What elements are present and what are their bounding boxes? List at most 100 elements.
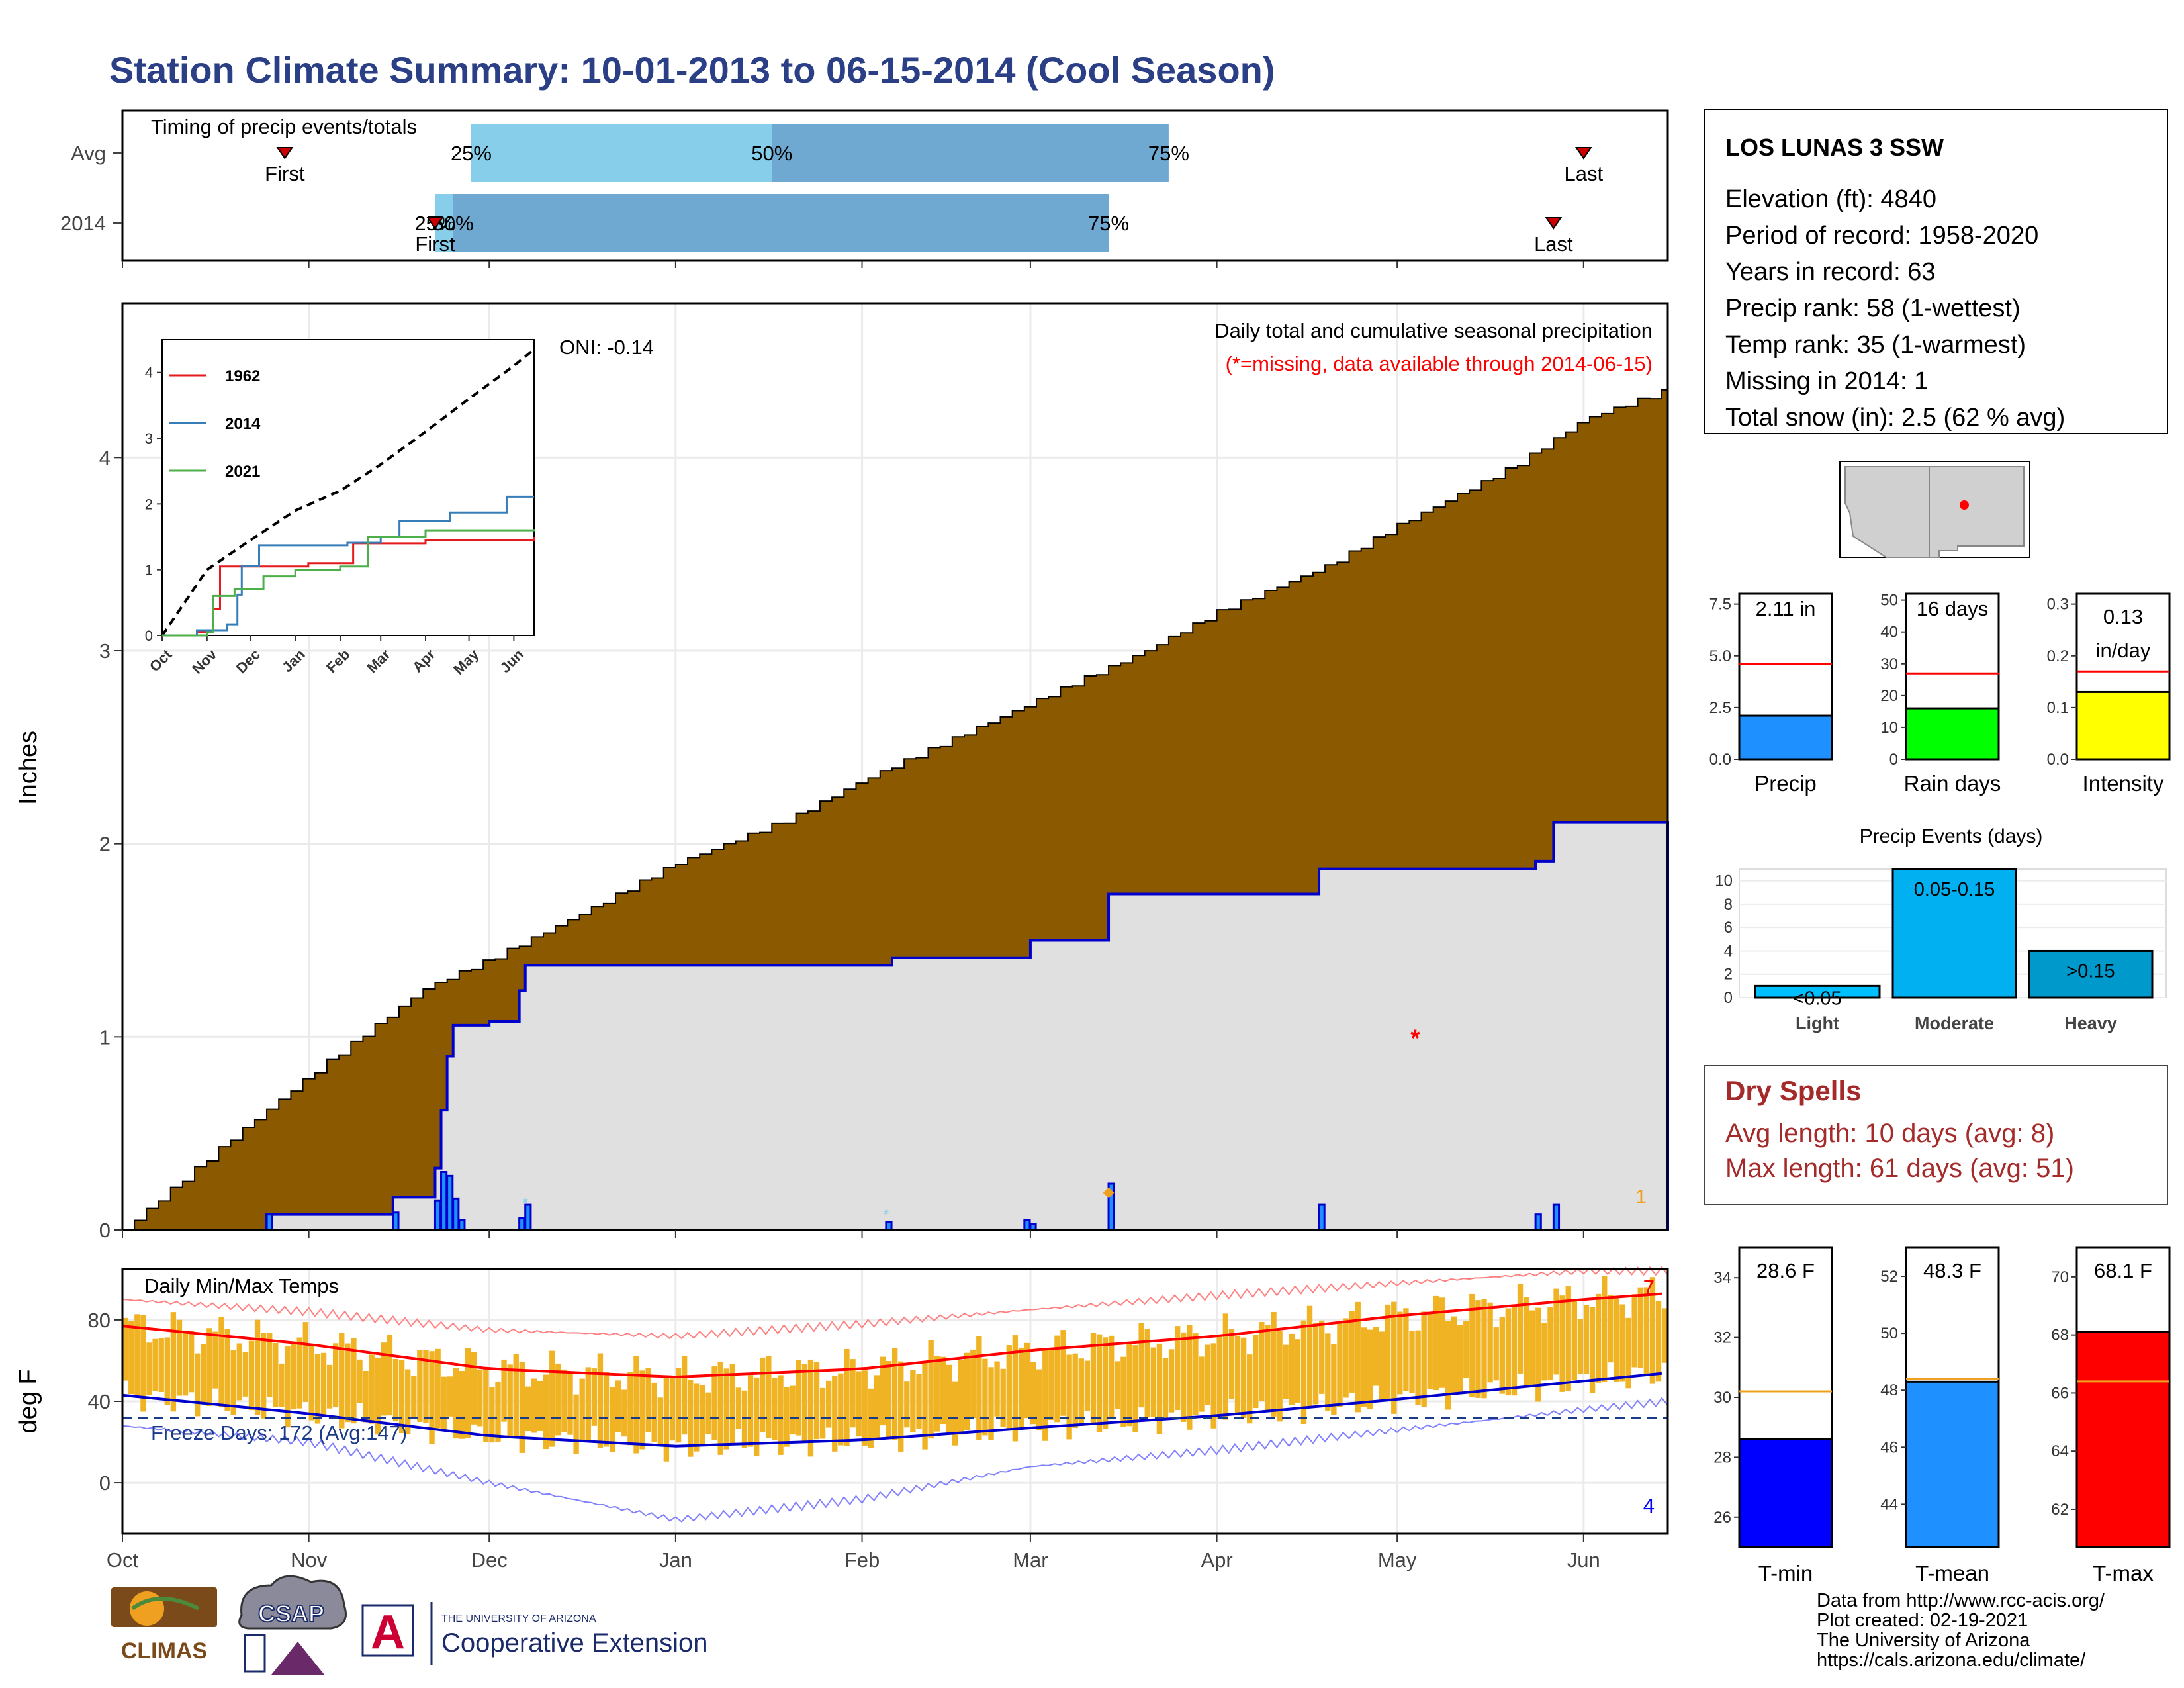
- mini-bar-chart-precip: 0.0 2.5 5.0 7.5 2.11 in Precip: [1709, 592, 1833, 796]
- daily-temp-bar: [1174, 1326, 1181, 1411]
- daily-temp-bar: [940, 1356, 946, 1424]
- daily-temp-bar: [1415, 1330, 1421, 1405]
- daily-temp-bar: [826, 1380, 832, 1428]
- daily-temp-bar: [1541, 1323, 1547, 1381]
- daily-temp-bar: [1234, 1335, 1241, 1415]
- daily-temp-bar: [1553, 1288, 1559, 1375]
- daily-temp-bar: [1529, 1310, 1535, 1385]
- daily-temp-bar: [236, 1343, 242, 1401]
- daily-temp-bar: [567, 1374, 573, 1435]
- daily-temp-bar: [916, 1374, 922, 1429]
- daily-temp-bar: [555, 1363, 561, 1436]
- timing-marker-last-avg: [1574, 147, 1592, 160]
- daily-temp-bar: [1084, 1360, 1091, 1411]
- mini-bar-y-tick-label: 5.0: [1709, 647, 1731, 665]
- daily-temp-bar: [351, 1338, 357, 1424]
- daily-temp-bar: [1331, 1344, 1337, 1415]
- daily-temp-bar: [1499, 1316, 1505, 1394]
- extension-big: Cooperative Extension: [441, 1628, 707, 1658]
- daily-temp-bar: [260, 1333, 267, 1419]
- daily-temp-bar: [922, 1360, 928, 1450]
- daily-temp-bar: [970, 1349, 976, 1419]
- credit-data-source: Data from http://www.rcc-acis.org/: [1817, 1590, 2105, 1611]
- daily-temp-bar: [1090, 1333, 1097, 1425]
- daily-temp-bar: [621, 1389, 627, 1437]
- daily-temp-bar: [591, 1368, 598, 1426]
- daily-temp-bar: [1199, 1356, 1205, 1412]
- timing-label-p75-y2014: 75%: [1088, 212, 1129, 235]
- station-missing: Missing in 2014: 1: [1725, 367, 1928, 395]
- temp-bar-chart-t-min: 26 28 30 32 34 28.6 F T-min: [1713, 1246, 1833, 1585]
- daily-temp-bar: [1181, 1332, 1187, 1422]
- station-years: Years in record: 63: [1725, 258, 1936, 286]
- daily-temp-bar: [1493, 1327, 1499, 1381]
- temp-bar-value: [2075, 1331, 2171, 1548]
- mini-bar-y-tick-label: 0.2: [2047, 647, 2069, 665]
- temp-x-tick-label: Jan: [659, 1548, 692, 1571]
- daily-temp-bar: [711, 1366, 717, 1440]
- timing-label-last-y2014: Last: [1534, 232, 1573, 256]
- daily-temp-bar: [1102, 1337, 1109, 1430]
- timing-marker-first-avg: [276, 147, 294, 160]
- daily-temp-bar: [1024, 1342, 1030, 1419]
- daily-temp-bar: [152, 1338, 158, 1391]
- daily-precip-bar: [458, 1219, 466, 1231]
- daily-temp-bar: [886, 1360, 892, 1439]
- daily-temp-bar: [627, 1372, 633, 1446]
- daily-temp-bar: [657, 1397, 663, 1444]
- daily-temp-bar: [218, 1316, 224, 1408]
- daily-temp-bar: [1120, 1356, 1126, 1427]
- daily-temp-bar: [796, 1360, 801, 1436]
- precip-y-tick-label: 0: [99, 1219, 111, 1242]
- timing-label-p75-avg: 75%: [1148, 142, 1189, 165]
- daily-temp-bar: [1439, 1297, 1445, 1388]
- daily-temp-bar: [1433, 1295, 1439, 1391]
- record-min-line: [122, 1397, 1668, 1523]
- timing-label-p50-avg: 50%: [751, 142, 792, 165]
- daily-temp-bar: [441, 1376, 447, 1429]
- daily-temp-bar: [1361, 1327, 1367, 1407]
- timing-bar-q25-50-avg: [471, 124, 772, 182]
- temp-x-tick-label: Nov: [291, 1548, 328, 1571]
- daily-temp-bar: [398, 1360, 405, 1434]
- timing-row-2014: 2014: [60, 212, 106, 235]
- inset-y-tick-label: 3: [145, 430, 153, 447]
- daily-temp-bar: [1355, 1301, 1361, 1413]
- daily-temp-bar: [1006, 1345, 1012, 1431]
- daily-temp-bar: [1042, 1348, 1048, 1441]
- events-y-tick-label: 6: [1724, 919, 1733, 937]
- precip-events-chart: Precip Events (days) 0 2 4 6 8 10 <0.05 Light 0.…: [1715, 825, 2167, 1033]
- events-bar-moderate: [1891, 868, 2017, 999]
- daily-temp-bar: [170, 1312, 177, 1412]
- daily-precip-bar: [518, 1217, 526, 1231]
- record-high-count: 7: [1643, 1276, 1655, 1299]
- daily-temp-bar: [369, 1354, 375, 1424]
- daily-temp-bar: [1349, 1311, 1355, 1393]
- precip-ylabel: Inches: [15, 731, 42, 805]
- events-category-label: Moderate: [1915, 1013, 1994, 1033]
- daily-temp-bar: [1048, 1349, 1054, 1420]
- daily-temp-bar: [723, 1368, 729, 1450]
- daily-precip-bar: [1318, 1203, 1326, 1231]
- temp-bar-y-tick-label: 34: [1713, 1269, 1731, 1287]
- daily-temp-bar: [1469, 1293, 1475, 1397]
- temp-y-tick-label: 0: [99, 1472, 111, 1495]
- daily-temp-bar: [1427, 1313, 1433, 1389]
- timing-label-first-y2014: First: [415, 232, 455, 256]
- daily-temp-bar: [1337, 1321, 1343, 1407]
- daily-temp-bar: [489, 1387, 495, 1443]
- daily-temp-bar: [1060, 1330, 1066, 1416]
- daily-temp-bar: [1216, 1336, 1222, 1419]
- daily-temp-bar: [1054, 1335, 1060, 1423]
- daily-temp-bar: [1481, 1299, 1487, 1399]
- daily-temp-bar: [675, 1368, 682, 1443]
- daily-temp-bar: [801, 1364, 808, 1441]
- temp-bar-y-tick-label: 52: [1880, 1268, 1898, 1286]
- timing-label-p25-avg: 25%: [451, 142, 492, 165]
- daily-temp-bar: [345, 1343, 351, 1423]
- temp-x-tick-label: Oct: [107, 1548, 139, 1571]
- daily-temp-bar: [128, 1321, 134, 1395]
- daily-temp-bar: [1295, 1339, 1301, 1403]
- daily-temp-bar: [760, 1357, 766, 1433]
- daily-temp-bar: [495, 1381, 501, 1442]
